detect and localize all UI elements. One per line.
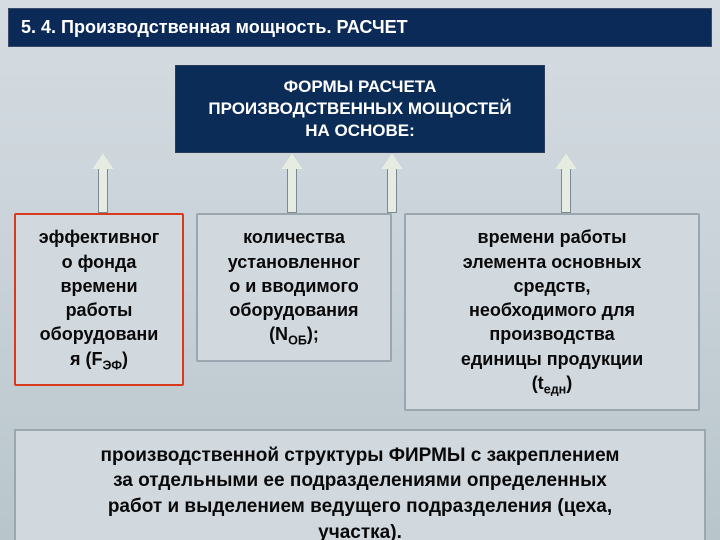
card1-l2: о фонда xyxy=(62,252,137,272)
bottom-l1: производственной структуры ФИРМЫ с закре… xyxy=(101,445,620,466)
card3-l7: (t xyxy=(532,373,544,393)
card2-tail: ); xyxy=(307,324,319,344)
card3-l1: времени работы xyxy=(478,227,627,247)
card2-l2: установленног xyxy=(228,252,361,272)
bottom-card: производственной структуры ФИРМЫ с закре… xyxy=(14,429,706,540)
arrow-up-4 xyxy=(555,153,577,213)
bottom-l3: работ и выделением ведущего подразделени… xyxy=(108,496,612,517)
title-box: ФОРМЫ РАСЧЕТА ПРОИЗВОДСТВЕННЫХ МОЩОСТЕЙ … xyxy=(175,65,545,153)
section-header: 5. 4. Производственная мощность. РАСЧЕТ xyxy=(8,8,712,47)
card2-sub: ОБ xyxy=(288,334,307,348)
card1-l4: работы xyxy=(66,300,133,320)
card3-tail: ) xyxy=(566,373,572,393)
card2-l5: (N xyxy=(269,324,288,344)
title-line-1: ФОРМЫ РАСЧЕТА xyxy=(190,76,530,98)
title-line-2: ПРОИЗВОДСТВЕННЫХ МОЩОСТЕЙ xyxy=(190,98,530,120)
arrow-up-2 xyxy=(281,153,303,213)
card-equipment-count: количества установленног о и вводимого о… xyxy=(196,213,392,362)
card1-l3: времени xyxy=(60,276,137,296)
card2-l3: о и вводимого xyxy=(229,276,359,296)
card1-sub: ЭФ xyxy=(102,358,122,372)
cards-row: эффективног о фонда времени работы обору… xyxy=(0,213,720,410)
card1-l1: эффективног xyxy=(39,227,160,247)
title-line-3: НА ОСНОВЕ: xyxy=(190,120,530,142)
card1-l6: я (F xyxy=(70,349,103,369)
arrows-row xyxy=(0,153,720,213)
card3-l3: средств, xyxy=(513,276,590,296)
card3-l5: производства xyxy=(489,324,614,344)
card1-tail: ) xyxy=(122,349,128,369)
card-work-time: времени работы элемента основных средств… xyxy=(404,213,700,410)
bottom-l2: за отдельными ее подразделениями определ… xyxy=(113,470,607,491)
card2-l1: количества xyxy=(243,227,345,247)
card3-l6: единицы продукции xyxy=(461,349,643,369)
bottom-l4: участка). xyxy=(318,522,402,540)
arrow-up-1 xyxy=(92,153,114,213)
card3-l4: необходимого для xyxy=(469,300,635,320)
card2-l4: оборудования xyxy=(229,300,358,320)
card3-l2: элемента основных xyxy=(463,252,641,272)
card3-sub: едн xyxy=(544,383,567,397)
arrow-up-3 xyxy=(381,153,403,213)
card1-l5: оборудовани xyxy=(40,324,159,344)
card-effective-fund: эффективног о фонда времени работы обору… xyxy=(14,213,184,386)
